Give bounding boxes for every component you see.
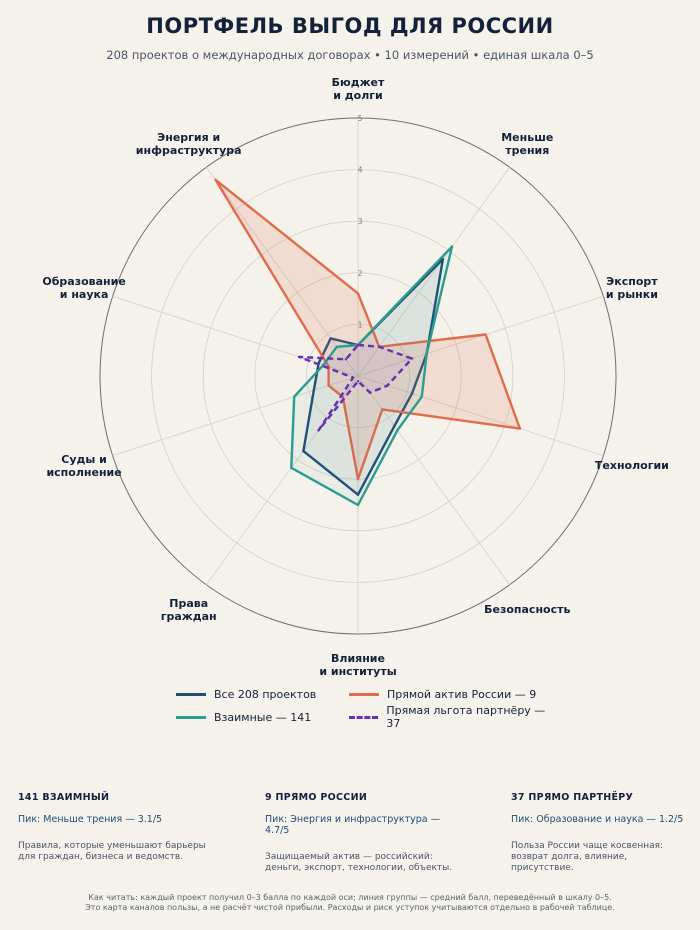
axis-label: Энергия и инфраструктура — [136, 131, 242, 157]
axis-spoke — [357, 375, 510, 585]
series-point — [381, 408, 384, 411]
series-point — [214, 178, 217, 181]
legend-swatch-mutual — [176, 715, 206, 719]
series-point — [356, 478, 360, 481]
card-description: Правила, которые уменьшают барьеры для г… — [18, 841, 206, 862]
axis-label: Бюджет и долги — [332, 76, 385, 102]
series-point — [351, 376, 355, 379]
legend-label-mutual: Взаимные — 141 — [214, 710, 312, 724]
card-title: 37 ПРЯМО ПАРТНЁРУ — [511, 792, 634, 803]
chart-subtitle: 208 проектов о международных договорах •… — [106, 48, 594, 62]
tick-label: 1 — [357, 320, 362, 329]
series-point — [450, 245, 454, 248]
axis-spoke — [357, 375, 604, 457]
legend-label-direct-russia: Прямой актив России — 9 — [387, 688, 537, 701]
series-point — [356, 503, 360, 507]
series-point — [290, 466, 293, 469]
tick-label: 5 — [357, 114, 362, 123]
card-peak: Пик: Энергия и инфраструктура — 4.7/5 — [265, 814, 441, 836]
axis-label: Суды и исполнение — [46, 453, 121, 479]
series-point — [410, 392, 414, 395]
legend-swatch-direct-russia — [349, 693, 379, 696]
series-point — [327, 384, 330, 387]
axis-label: Права граждан — [161, 597, 217, 623]
legend-item-direct-russia: Прямой актив России — 9 — [349, 688, 559, 701]
radar-chart: 1 2 3 4 5 Бюджет и долги Меньше трения Экспорт и р… — [42, 76, 669, 678]
legend-swatch-partner — [349, 715, 379, 719]
series-polygon — [297, 343, 414, 432]
series-point — [356, 493, 360, 496]
series-point — [335, 345, 338, 348]
card-description: Защищаемый актив — российский: деньги, э… — [265, 852, 453, 873]
tick-label: 3 — [357, 217, 362, 226]
tick-label: 4 — [357, 166, 362, 175]
axis-label: Влияние и институты — [319, 652, 396, 678]
chart-title: ПОРТФЕЛЬ ВЫГОД ДЛЯ РОССИИ — [146, 14, 554, 38]
axis-label: Экспорт и рынки — [606, 275, 658, 301]
chart-legend: Все 208 проектов Прямой актив России — 9… — [176, 688, 556, 730]
card-title: 141 ВЗАИМНЫЙ — [18, 792, 110, 803]
series-point — [378, 345, 381, 348]
card-description: Польза России чаще косвенная: возврат до… — [511, 841, 664, 873]
series-point — [302, 449, 305, 453]
legend-item-partner: Прямая льгота партнёру — 37 — [349, 704, 559, 730]
series-point — [293, 395, 296, 398]
series-point — [420, 395, 423, 398]
axis-spoke — [112, 375, 359, 457]
series-point — [356, 380, 360, 383]
series-point — [484, 333, 487, 336]
series-point — [425, 352, 428, 355]
series-point — [441, 257, 445, 261]
card-partner: 37 ПРЯМО ПАРТНЁРУ Пик: Образование и нау… — [511, 792, 691, 874]
series-point — [344, 358, 348, 361]
footnote: Как читать: каждый проект получил 0–3 ба… — [85, 893, 615, 912]
series-point — [297, 355, 301, 359]
tick-label: 2 — [357, 269, 362, 278]
axis-spoke — [206, 167, 359, 377]
legend-label-partner: Прямая льгота партнёру — 37 — [386, 704, 546, 730]
series-point — [329, 337, 332, 340]
series-point — [312, 389, 315, 392]
legend-swatch-all — [176, 693, 206, 696]
card-mutual: 141 ВЗАИМНЫЙ Пик: Меньше трения — 3.1/5 … — [18, 792, 218, 863]
series-point — [410, 357, 414, 360]
series-point — [396, 429, 399, 432]
card-title: 9 ПРЯМО РОССИИ — [265, 792, 368, 803]
legend-label-all: Все 208 проектов — [214, 688, 317, 701]
legend-item-all: Все 208 проектов — [176, 688, 331, 701]
series-point — [356, 343, 360, 347]
series-point — [356, 292, 360, 295]
series-point — [368, 391, 372, 394]
axis-label: Образование и наука — [42, 275, 125, 301]
axis-label: Технологии — [595, 459, 669, 472]
axis-label: Меньше трения — [501, 131, 553, 157]
card-peak: Пик: Образование и наука — 1.2/5 — [511, 814, 684, 825]
legend-item-mutual: Взаимные — 141 — [176, 704, 331, 730]
card-peak: Пик: Меньше трения — 3.1/5 — [18, 814, 163, 825]
axis-spoke — [357, 167, 510, 377]
series-point — [518, 427, 522, 430]
card-direct-russia: 9 ПРЯМО РОССИИ Пик: Энергия и инфраструк… — [265, 792, 465, 874]
axis-label: Безопасность — [484, 603, 570, 616]
series-point — [386, 384, 389, 387]
series-point — [317, 429, 320, 432]
series-point — [393, 424, 396, 428]
